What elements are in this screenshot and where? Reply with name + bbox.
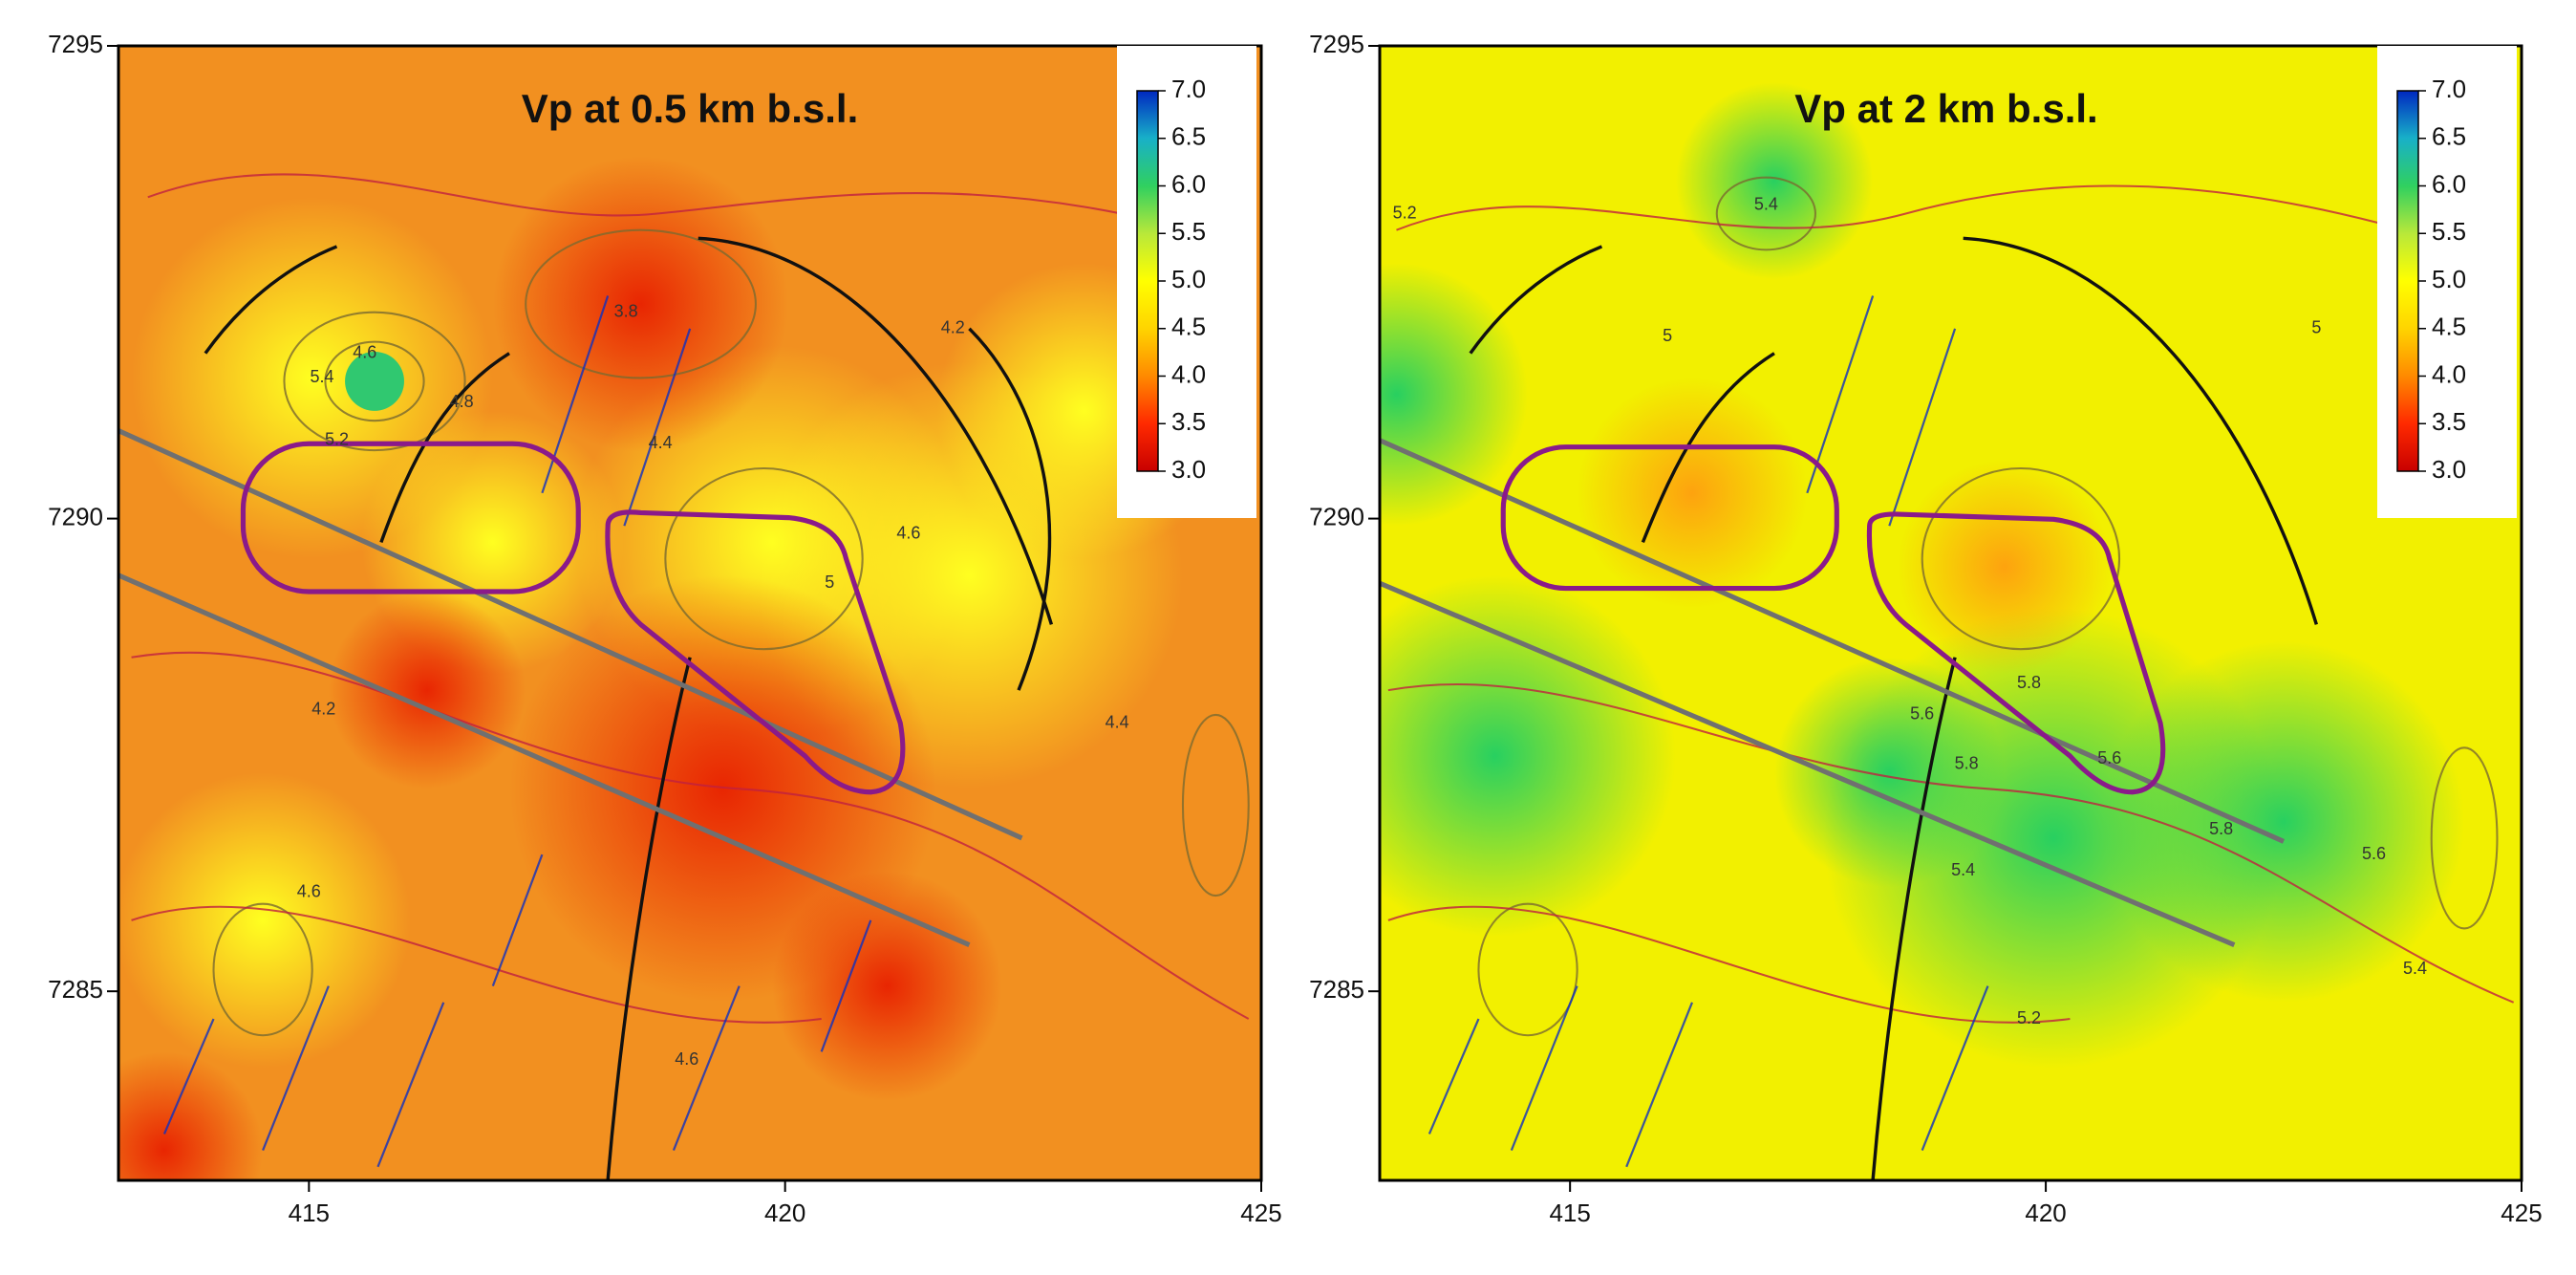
colorbar-tick-label: 6.0 bbox=[2432, 169, 2466, 198]
colorbar-tick-label: 5.0 bbox=[2432, 265, 2466, 293]
map-title: Vp at 2 km b.s.l. bbox=[1794, 86, 2097, 131]
y-tick-label: 7295 bbox=[48, 30, 103, 58]
colorbar-tick-label: 6.5 bbox=[1171, 122, 1206, 151]
contour-label: 3.8 bbox=[614, 301, 638, 320]
colorbar-tick-label: 7.0 bbox=[1171, 75, 1206, 103]
colorbar-tick-label: 4.5 bbox=[2432, 313, 2466, 341]
colorbar-tick-label: 3.5 bbox=[2432, 407, 2466, 436]
colorbar-tick-label: 6.5 bbox=[2432, 122, 2466, 151]
contour-label: 5.6 bbox=[1910, 704, 1934, 724]
left-map bbox=[118, 46, 1262, 1180]
colorbar-tick-label: 5.5 bbox=[1171, 217, 1206, 246]
contour-label: 5.4 bbox=[1951, 860, 1975, 879]
map-background bbox=[118, 46, 2522, 1180]
contour-label: 4.2 bbox=[941, 318, 965, 337]
contour-label: 5.8 bbox=[1955, 753, 1979, 772]
colorbar-tick-label: 4.5 bbox=[1171, 313, 1206, 341]
contour-label: 4.2 bbox=[311, 700, 335, 719]
contour-label: 5.6 bbox=[2362, 844, 2386, 863]
right-map bbox=[1380, 46, 2522, 1180]
contour-label: 4.4 bbox=[649, 433, 673, 452]
colorbar bbox=[1136, 90, 1159, 472]
y-tick-label: 7285 bbox=[1309, 975, 1364, 1004]
map-title: Vp at 0.5 km b.s.l. bbox=[522, 86, 858, 131]
contour-label: 5.4 bbox=[310, 367, 333, 386]
contour-label: 5.2 bbox=[2017, 1008, 2041, 1027]
y-tick-label: 7295 bbox=[1309, 30, 1364, 58]
x-tick-label: 425 bbox=[1240, 1199, 1281, 1227]
colorbar-tick-label: 3.0 bbox=[1171, 455, 1206, 484]
contour-label: 5 bbox=[1663, 326, 1672, 345]
colorbar-tick-label: 5.0 bbox=[1171, 265, 1206, 293]
contour-label: 5.8 bbox=[2209, 819, 2233, 838]
plot-frame bbox=[117, 44, 1263, 1182]
contour-label: 5.4 bbox=[2403, 959, 2427, 978]
x-tick-label: 425 bbox=[2501, 1199, 2542, 1227]
colorbar-tick-label: 3.0 bbox=[2432, 455, 2466, 484]
y-tick-label: 7285 bbox=[48, 975, 103, 1004]
contour-label: 5.2 bbox=[1393, 203, 1417, 222]
x-tick-label: 415 bbox=[1549, 1199, 1590, 1227]
contour-label: 5.6 bbox=[2097, 748, 2121, 767]
colorbar-tick-label: 5.5 bbox=[2432, 217, 2466, 246]
contour-label: 5.8 bbox=[2017, 673, 2041, 692]
contour-label: 5.2 bbox=[325, 430, 349, 449]
x-tick-label: 420 bbox=[2025, 1199, 2066, 1227]
colorbar-tick-label: 4.0 bbox=[2432, 359, 2466, 388]
x-tick-label: 420 bbox=[764, 1199, 805, 1227]
contour-label: 4.6 bbox=[675, 1049, 698, 1069]
colorbar-tick-label: 7.0 bbox=[2432, 75, 2466, 103]
contour-label: 5 bbox=[825, 573, 834, 592]
contour-label: 4.6 bbox=[896, 524, 920, 543]
colorbar-tick-label: 3.5 bbox=[1171, 407, 1206, 436]
contour-label: 4.6 bbox=[353, 342, 376, 361]
plot-frame bbox=[1378, 44, 2523, 1182]
colorbar-tick-label: 4.0 bbox=[1171, 359, 1206, 388]
contour-label: 4.8 bbox=[450, 392, 474, 411]
contour-label: 5.4 bbox=[1754, 195, 1778, 214]
y-tick-label: 7290 bbox=[48, 502, 103, 530]
colorbar-tick-label: 6.0 bbox=[1171, 169, 1206, 198]
colorbar bbox=[2396, 90, 2419, 472]
x-tick-label: 415 bbox=[289, 1199, 330, 1227]
y-tick-label: 7290 bbox=[1309, 502, 1364, 530]
contour-label: 4.6 bbox=[297, 881, 321, 900]
contour-label: 5 bbox=[2311, 318, 2321, 337]
contour-label: 4.4 bbox=[1106, 712, 1129, 731]
